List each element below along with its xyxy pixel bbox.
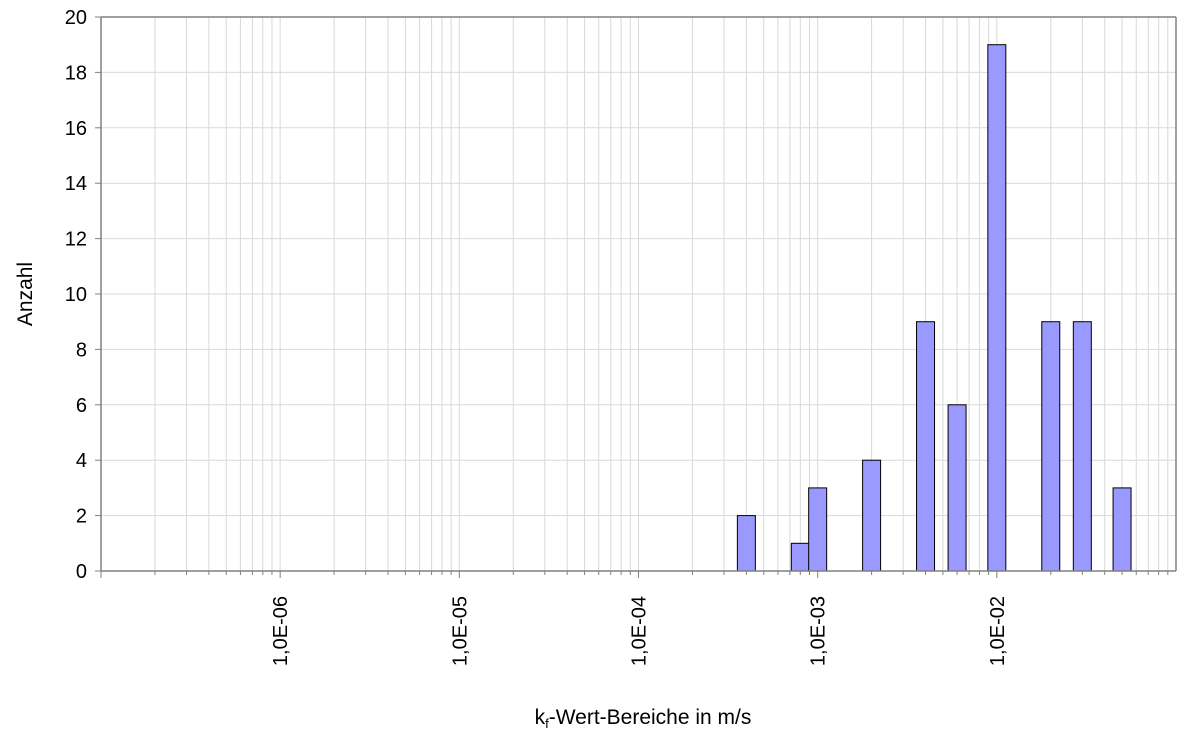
x-axis-label-rest: -Wert-Bereiche in m/s	[549, 706, 752, 729]
bar	[1112, 487, 1132, 572]
x-tick-label: 1,0E-06	[270, 596, 292, 666]
x-axis-label-k: k	[535, 706, 546, 729]
y-tick-label: 4	[76, 450, 87, 472]
bar	[916, 321, 936, 572]
grid	[100, 16, 1176, 571]
y-tick-label: 18	[65, 62, 87, 84]
bar	[947, 404, 967, 572]
y-tick-label: 6	[76, 395, 87, 417]
y-axis-label: Anzahl	[14, 262, 37, 326]
y-tick-label: 2	[76, 506, 87, 528]
x-tick-labels: 1,0E-06 1,0E-05 1,0E-04 1,0E-03 1,0E-02	[270, 596, 1009, 666]
bar	[1072, 321, 1092, 572]
x-tick-label: 1,0E-03	[808, 596, 830, 666]
bar	[808, 487, 828, 572]
x-tick-label: 1,0E-04	[629, 596, 651, 666]
bar	[862, 459, 882, 572]
y-tick-label: 16	[65, 118, 87, 140]
bar	[1041, 321, 1061, 572]
bar	[790, 542, 810, 572]
y-tick-label: 0	[76, 561, 87, 583]
y-tick-labels: 0 2 4 6 8 10 12 14 16 18 20	[65, 7, 87, 583]
x-tick-label: 1,0E-02	[987, 596, 1009, 666]
bars	[736, 44, 1132, 572]
x-axis-label: kf-Wert-Bereiche in m/s	[535, 706, 752, 731]
axes	[95, 16, 1177, 578]
y-tick-label: 8	[76, 339, 87, 361]
bar	[987, 44, 1007, 572]
x-axis-label-subscript: f	[545, 716, 549, 731]
y-tick-label: 10	[65, 284, 87, 306]
y-tick-label: 14	[65, 173, 87, 195]
y-tick-label: 12	[65, 229, 87, 251]
bar	[736, 515, 756, 572]
x-tick-label: 1,0E-05	[449, 596, 471, 666]
y-tick-label: 20	[65, 7, 87, 29]
